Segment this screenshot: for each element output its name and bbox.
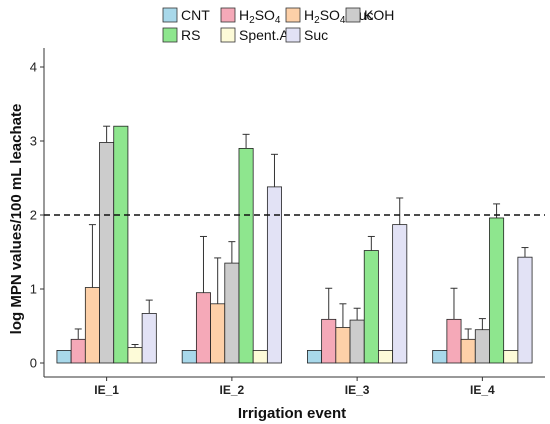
legend-label-part: H xyxy=(239,7,249,23)
bar-1-IE_1 xyxy=(70,338,86,364)
x-tick-label: IE_3 xyxy=(345,383,370,397)
bar-5-IE_3 xyxy=(378,350,394,364)
legend-label: CNT xyxy=(181,7,210,23)
legend-label-part: SO xyxy=(320,7,340,23)
legend-label-part: 4 xyxy=(340,15,346,26)
bar-3-IE_4 xyxy=(474,329,490,364)
legend-label: Suc xyxy=(304,27,328,43)
legend-swatch xyxy=(345,7,361,23)
bar-6-IE_2 xyxy=(266,186,282,364)
bar-5-IE_2 xyxy=(252,350,268,364)
legend-label: Spent.A xyxy=(239,27,289,43)
bar-2-IE_4 xyxy=(460,338,476,364)
legend-swatch xyxy=(285,27,301,43)
bar-3-IE_2 xyxy=(224,262,240,364)
bar-5-IE_4 xyxy=(503,350,519,364)
bar-6-IE_1 xyxy=(141,313,157,364)
y-tick-label: 1 xyxy=(30,282,37,297)
y-tick-label: 3 xyxy=(30,134,37,149)
legend-swatch xyxy=(220,27,236,43)
y-tick-label: 4 xyxy=(30,60,37,75)
bar-2-IE_3 xyxy=(335,327,351,364)
plot-area: 0 1 2 3 4 IE_1 IE_2 IE_3 IE_4 xyxy=(30,48,545,397)
bar-6-IE_3 xyxy=(392,224,408,364)
legend-label-part: SO xyxy=(255,7,275,23)
bar-3-IE_1 xyxy=(99,142,115,364)
legend-label-part: 2 xyxy=(314,15,320,26)
legend-item: Suc xyxy=(285,27,328,43)
legend-label-part: KOH xyxy=(364,7,394,23)
bar-0-IE_1 xyxy=(56,350,72,364)
legend-item: CNT xyxy=(162,7,210,23)
x-axis-title: Irrigation event xyxy=(238,405,346,422)
bar-4-IE_2 xyxy=(238,147,254,364)
legend-label-part: Spent.A xyxy=(239,27,289,43)
legend-item: Spent.A xyxy=(220,27,289,43)
bar-6-IE_4 xyxy=(517,256,533,364)
y-axis-title: log MPN values/100 mL leachate xyxy=(8,104,25,335)
legend-label-part: 4 xyxy=(275,15,281,26)
bar-2-IE_2 xyxy=(210,303,226,364)
legend-label-part: 2 xyxy=(249,15,255,26)
legend-label-part: H xyxy=(304,7,314,23)
legend-swatch xyxy=(162,7,178,23)
y-tick-label: 2 xyxy=(30,208,37,223)
bar-4-IE_1 xyxy=(113,125,129,364)
bar-1-IE_2 xyxy=(195,292,211,364)
legend-item: KOH xyxy=(345,7,394,23)
bar-0-IE_2 xyxy=(181,350,197,364)
legend-label-part: RS xyxy=(181,27,200,43)
legend-item: H2SO4 xyxy=(220,7,281,26)
legend-label: H2SO4 xyxy=(239,7,281,26)
legend-label-part: Suc xyxy=(304,27,328,43)
legend-swatch xyxy=(162,27,178,43)
legend-swatch xyxy=(285,7,301,23)
legend-label: KOH xyxy=(364,7,394,23)
x-tick-label: IE_1 xyxy=(94,383,119,397)
bar-2-IE_1 xyxy=(84,287,100,364)
legend-item: RS xyxy=(162,27,200,43)
x-tick-label: IE_2 xyxy=(220,383,245,397)
bar-1-IE_3 xyxy=(321,318,337,364)
bar-4-IE_4 xyxy=(489,217,505,364)
legend-swatch xyxy=(220,7,236,23)
bar-4-IE_3 xyxy=(363,250,379,364)
x-tick-label: IE_4 xyxy=(470,383,495,397)
bar-3-IE_3 xyxy=(349,319,365,364)
bar-0-IE_3 xyxy=(307,350,323,364)
bar-1-IE_4 xyxy=(446,318,462,364)
legend-label-part: CNT xyxy=(181,7,210,23)
y-tick-label: 0 xyxy=(30,356,37,371)
legend-label: RS xyxy=(181,27,200,43)
bar-5-IE_1 xyxy=(127,347,143,364)
bar-0-IE_4 xyxy=(432,350,448,364)
